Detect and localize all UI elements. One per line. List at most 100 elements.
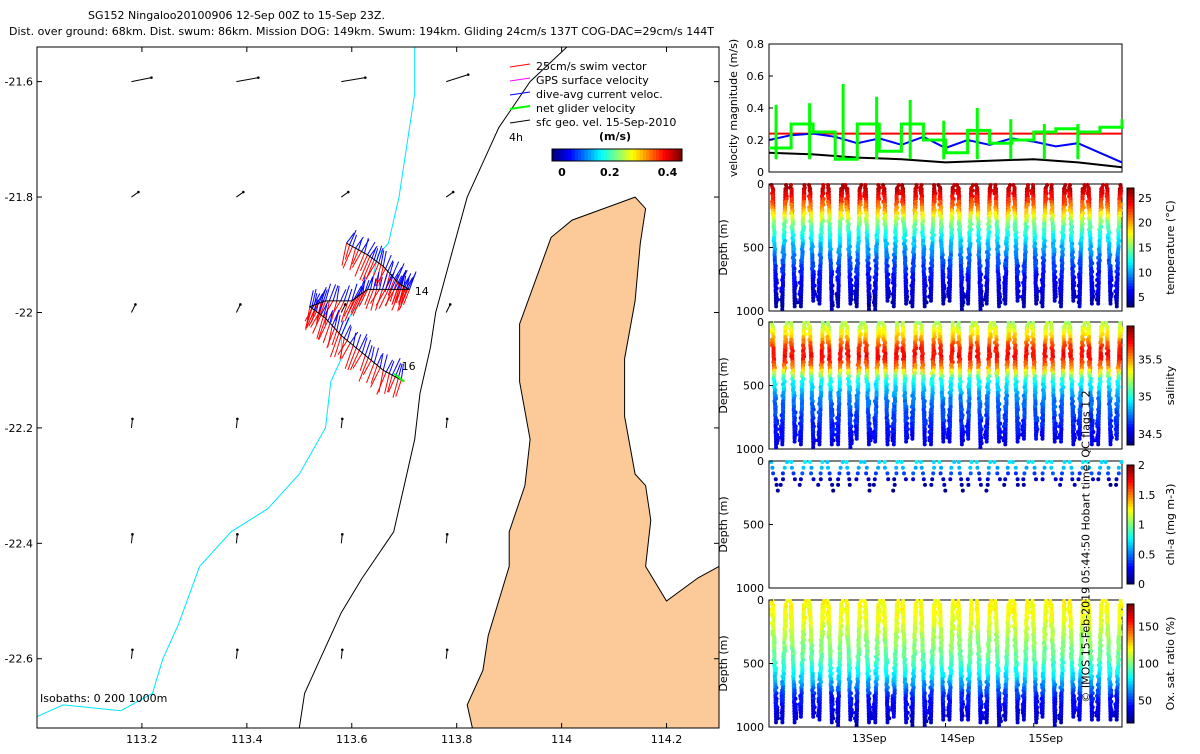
section-point — [867, 442, 871, 446]
section-point — [960, 307, 964, 311]
legend-label: 25cm/s swim vector — [536, 60, 647, 73]
section-point — [910, 304, 914, 308]
section-colorbar-segment — [1127, 274, 1134, 277]
section-point — [793, 436, 797, 440]
colorbar-segment — [650, 149, 654, 161]
geo-vector — [341, 78, 365, 82]
geo-vector-head — [236, 418, 239, 421]
section-point — [948, 299, 952, 303]
geo-vector — [131, 419, 132, 428]
geo-vector-head — [449, 303, 452, 306]
section-point — [1035, 298, 1039, 302]
section-point — [818, 442, 822, 446]
section-colorbar-segment — [1127, 259, 1134, 262]
colorbar-segment — [591, 149, 595, 161]
section-point — [1034, 302, 1038, 306]
map-y-tick-label: -22.6 — [5, 653, 33, 666]
colorbar-segment — [669, 149, 673, 161]
section-colorbar-segment — [1127, 206, 1134, 209]
section-point — [1017, 295, 1021, 299]
geo-vector-head — [446, 418, 449, 421]
colorbar-segment — [559, 149, 563, 161]
section-colorbar-segment — [1127, 218, 1134, 221]
section-point — [774, 304, 778, 308]
dac-vector — [371, 347, 374, 360]
section-point — [836, 300, 840, 304]
section-point — [1041, 304, 1045, 308]
dac-vector — [389, 361, 394, 373]
dac-vector — [353, 333, 355, 346]
section-colorbar-segment — [1127, 203, 1134, 206]
section-colorbar-segment — [1127, 292, 1134, 295]
legend-label: sfc geo. vel. 15-Sep-2010 — [536, 116, 676, 129]
colorbar-segment — [578, 149, 582, 161]
geo-vector — [446, 534, 447, 543]
geo-vector-head — [131, 533, 134, 536]
colorbar-segment — [672, 149, 676, 161]
section-point — [929, 299, 933, 303]
section-colorbar-segment — [1127, 277, 1134, 280]
colorbar-segment — [656, 149, 660, 161]
isobaths-legend: Isobaths: 0 200 1000m — [40, 692, 167, 705]
geo-vector — [341, 419, 342, 428]
section-point — [998, 300, 1002, 304]
section-point — [1002, 298, 1006, 302]
section-colorbar-segment — [1127, 265, 1134, 268]
section-point — [867, 307, 871, 311]
section-point — [774, 445, 778, 449]
section-colorbar-tick-label: 10 — [1138, 266, 1152, 279]
colorbar-segment — [607, 149, 611, 161]
section-point — [816, 438, 820, 442]
section-point — [966, 298, 970, 302]
section-point — [1016, 299, 1020, 303]
section-colorbar-segment — [1127, 245, 1134, 248]
dac-vector — [374, 348, 378, 363]
section-point — [1115, 300, 1119, 304]
section-point — [1058, 300, 1062, 304]
section-point — [867, 303, 871, 307]
swim-vector — [386, 289, 392, 306]
swim-vector — [375, 289, 382, 310]
section-y-tick-label: 0 — [757, 178, 764, 191]
section-point — [830, 442, 834, 446]
colorbar-segment — [663, 149, 667, 161]
colorbar-tick-label: 0 — [558, 166, 566, 179]
dac-vector — [383, 354, 387, 370]
dac-vector — [356, 334, 360, 348]
geo-vector-head — [257, 76, 260, 79]
section-colorbar-segment — [1127, 250, 1134, 253]
section-colorbar-segment — [1127, 221, 1134, 224]
swim-vector — [385, 373, 390, 393]
section-point — [836, 304, 840, 308]
colorbar-segment — [637, 149, 641, 161]
section-point — [855, 304, 859, 308]
colorbar-segment — [581, 149, 585, 161]
section-point — [1095, 298, 1099, 302]
colorbar-segment — [598, 149, 602, 161]
section-colorbar-segment — [1127, 209, 1134, 212]
geo-vector — [236, 650, 237, 659]
section-point — [923, 304, 927, 308]
section-point — [1096, 302, 1100, 306]
section-point — [985, 302, 989, 306]
section-colorbar-segment — [1127, 233, 1134, 236]
legend-note: 4h — [509, 131, 523, 144]
isobath-200m — [37, 47, 415, 717]
section-point — [1071, 299, 1075, 303]
section-point — [836, 442, 840, 446]
map-x-tick-label: 113.2 — [126, 733, 158, 746]
legend-line — [510, 64, 530, 67]
section-point — [780, 307, 784, 311]
section-colorbar-segment — [1127, 194, 1134, 197]
section-point — [1078, 304, 1082, 308]
velocity-y-label: velocity magnitude (m/s) — [727, 39, 740, 177]
section-colorbar-segment — [1127, 188, 1134, 191]
geo-vector — [446, 75, 468, 82]
geo-vector-head — [131, 418, 134, 421]
colorbar-segment — [653, 149, 657, 161]
section-point — [873, 307, 877, 311]
section-colorbar-segment — [1127, 236, 1134, 239]
